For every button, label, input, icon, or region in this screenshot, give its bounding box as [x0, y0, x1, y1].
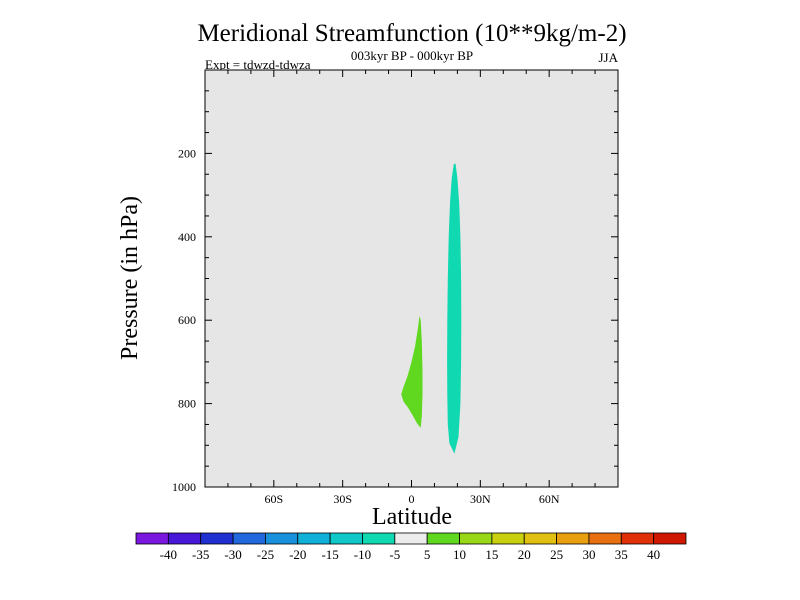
- colorbar-swatch: [200, 532, 234, 545]
- plot-area: [205, 70, 618, 487]
- colorbar-label: 5: [424, 547, 431, 562]
- colorbar-label: 15: [485, 547, 498, 562]
- contour-region-0: [401, 316, 423, 428]
- contour-regions: [401, 163, 462, 454]
- colorbar-swatch: [167, 532, 202, 545]
- colorbar-label: -10: [354, 547, 371, 562]
- colorbar: [135, 532, 687, 545]
- colorbar-swatch: [265, 532, 299, 545]
- colorbar-label: -25: [257, 547, 274, 562]
- x-tick-label: 30N: [470, 492, 491, 506]
- x-tick-label: 30S: [333, 492, 352, 506]
- y-tick-label: 600: [178, 313, 196, 327]
- colorbar-swatch: [459, 532, 493, 545]
- colorbar-label: 20: [518, 547, 531, 562]
- colorbar-swatch: [588, 532, 622, 545]
- colorbar-label: -40: [160, 547, 177, 562]
- colorbar-swatch: [394, 532, 428, 545]
- colorbar-label: 25: [550, 547, 563, 562]
- plot-frame: [204, 69, 619, 488]
- colorbar-label: -30: [224, 547, 241, 562]
- y-tick-labels: 200 400 600 800 1000: [172, 146, 196, 494]
- colorbar-label: -15: [321, 547, 338, 562]
- colorbar-swatch: [232, 532, 266, 545]
- colorbar-swatch: [523, 532, 557, 545]
- colorbar-label: 30: [582, 547, 595, 562]
- colorbar-label: 40: [647, 547, 660, 562]
- season-label: JJA: [598, 50, 618, 65]
- colorbar-swatch: [556, 532, 590, 545]
- x-tick-labels: 60S 30S 0 30N 60N: [264, 492, 559, 506]
- colorbar-swatch: [297, 532, 331, 545]
- y-tick-label: 1000: [172, 480, 196, 494]
- experiment-label: Expt = tdwzd-tdwza: [205, 57, 311, 72]
- colorbar-label: -5: [389, 547, 400, 562]
- colorbar-labels: -40 -35 -30 -25 -20 -15 -10 -5 5 10 15 20 25 30 35 40: [160, 547, 660, 562]
- contour-region-1: [447, 163, 462, 454]
- chart-title: Meridional Streamfunction (10**9kg/m-2): [197, 20, 626, 47]
- x-tick-label: 60S: [264, 492, 283, 506]
- colorbar-label: -35: [192, 547, 209, 562]
- colorbar-swatch: [135, 532, 169, 545]
- y-tick-label: 800: [178, 397, 196, 411]
- chart-subtitle: 003kyr BP - 000kyr BP: [351, 48, 473, 63]
- x-axis-label: Latitude: [372, 504, 452, 530]
- colorbar-swatch: [653, 532, 687, 545]
- colorbar-swatch: [426, 532, 460, 545]
- y-tick-label: 200: [178, 146, 196, 160]
- colorbar-label: -20: [289, 547, 306, 562]
- colorbar-swatch: [362, 532, 396, 545]
- colorbar-swatch: [491, 532, 525, 545]
- colorbar-label: 35: [615, 547, 628, 562]
- x-tick-label: 0: [409, 492, 415, 506]
- colorbar-swatch: [329, 532, 363, 545]
- x-tick-label: 60N: [539, 492, 560, 506]
- y-tick-label: 400: [178, 230, 196, 244]
- colorbar-label: 10: [453, 547, 466, 562]
- colorbar-swatch: [620, 532, 655, 545]
- y-axis-label: Pressure (in hPa): [117, 196, 143, 360]
